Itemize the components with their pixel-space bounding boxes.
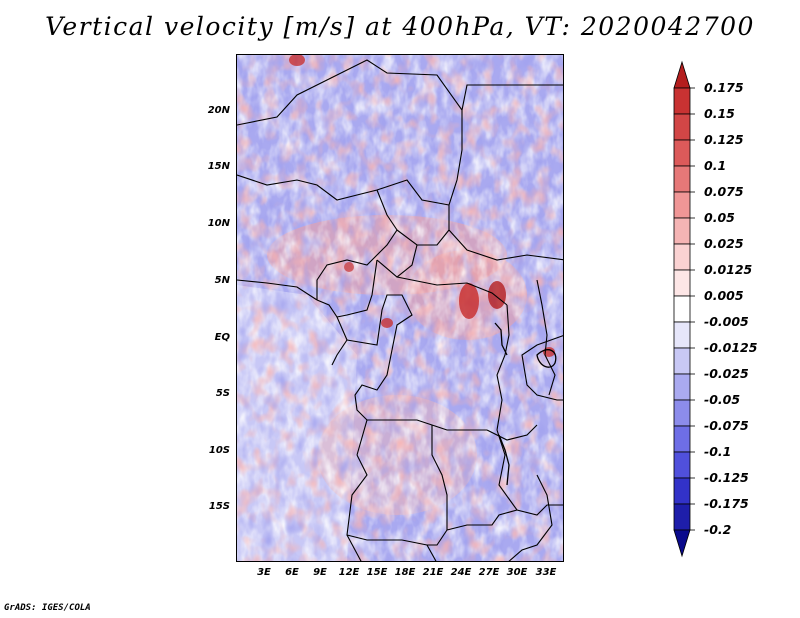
- colorbar-label: -0.1: [704, 444, 732, 459]
- chart-title: Vertical velocity [m/s] at 400hPa, VT: 2…: [45, 12, 755, 41]
- lat-label: 15S: [208, 501, 230, 512]
- lat-label: 15N: [207, 161, 230, 172]
- colorbar-label: 0.1: [704, 158, 727, 173]
- strong-core-a: [459, 283, 479, 319]
- colorbar-label: -0.05: [704, 392, 741, 407]
- colorbar-swatches: [673, 60, 695, 558]
- colorbar-swatch: [673, 165, 691, 193]
- colorbar-swatch: [673, 217, 691, 245]
- lon-label: 18E: [394, 567, 416, 578]
- colorbar: 0.175 0.15 0.125 0.1 0.075 0.05 0.025 0.0125 0.0…: [666, 60, 796, 560]
- colorbar-swatch: [673, 269, 691, 297]
- lon-label: 27E: [478, 567, 500, 578]
- colorbar-label: -0.075: [704, 418, 749, 433]
- lon-label: 15E: [366, 567, 388, 578]
- colorbar-label: 0.005: [704, 288, 744, 303]
- colorbar-label: 0.075: [704, 184, 744, 199]
- colorbar-swatch: [673, 399, 691, 427]
- strong-core-b: [488, 281, 506, 309]
- colorbar-swatch: [673, 477, 691, 505]
- colorbar-swatch: [673, 87, 691, 115]
- credit-text: GrADS: IGES/COLA: [4, 603, 91, 613]
- colorbar-swatch: [673, 503, 691, 531]
- colorbar-label: -0.0125: [704, 340, 758, 355]
- lat-label: 10S: [208, 445, 230, 456]
- colorbar-label: 0.175: [704, 80, 744, 95]
- lon-label: 21E: [422, 567, 444, 578]
- colorbar-label: -0.175: [704, 496, 749, 511]
- colorbar-swatch: [673, 347, 691, 375]
- lon-label: 24E: [450, 567, 472, 578]
- lon-label: 12E: [338, 567, 360, 578]
- colorbar-swatch: [673, 243, 691, 271]
- colorbar-label: 0.125: [704, 132, 744, 147]
- borders: [237, 59, 563, 561]
- lat-label: 20N: [207, 105, 230, 116]
- colorbar-swatch: [673, 425, 691, 453]
- colorbar-swatch: [673, 529, 691, 558]
- lon-label: 9E: [313, 567, 327, 578]
- lon-label: 33E: [535, 567, 557, 578]
- colorbar-swatch: [673, 451, 691, 479]
- colorbar-label: -0.005: [704, 314, 749, 329]
- field-texture-blue: [237, 55, 563, 561]
- lat-label: 5N: [214, 275, 230, 286]
- strong-core-f: [289, 55, 305, 66]
- lat-label: EQ: [214, 332, 230, 343]
- colorbar-label: 0.025: [704, 236, 744, 251]
- colorbar-label: 0.0125: [704, 262, 753, 277]
- colorbar-swatch: [673, 373, 691, 401]
- lat-label: 5S: [215, 388, 230, 399]
- colorbar-swatch: [673, 113, 691, 141]
- colorbar-swatch: [673, 60, 691, 89]
- colorbar-swatch: [673, 139, 691, 167]
- map-panel: [236, 54, 564, 562]
- colorbar-label: -0.025: [704, 366, 749, 381]
- strong-core-c: [381, 318, 393, 328]
- colorbar-label: 0.05: [704, 210, 735, 225]
- lakes: [494, 322, 557, 486]
- colorbar-label: 0.15: [704, 106, 735, 121]
- velocity-field: [237, 55, 563, 561]
- colorbar-swatch: [673, 295, 691, 323]
- lat-label: 10N: [207, 218, 230, 229]
- lon-label: 3E: [257, 567, 271, 578]
- lon-label: 30E: [506, 567, 528, 578]
- lon-label: 6E: [285, 567, 299, 578]
- colorbar-swatch: [673, 321, 691, 349]
- colorbar-label: -0.125: [704, 470, 749, 485]
- colorbar-swatch: [673, 191, 691, 219]
- colorbar-label: -0.2: [704, 522, 732, 537]
- strong-core-d: [344, 262, 354, 272]
